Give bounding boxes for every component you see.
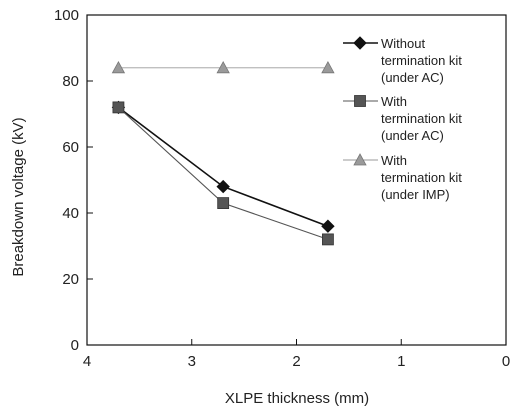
x-tick-label: 3 xyxy=(188,353,196,370)
legend-label-1: termination kit xyxy=(381,53,462,68)
y-tick-label: 60 xyxy=(62,139,79,156)
legend-marker-1 xyxy=(353,36,367,50)
x-tick-label: 4 xyxy=(83,353,91,370)
series-line-2 xyxy=(118,106,329,240)
legend-label-2: With xyxy=(381,94,407,109)
data-point-2 xyxy=(112,101,125,114)
x-axis-title: XLPE thickness (mm) xyxy=(225,390,369,407)
y-tick-label: 20 xyxy=(62,271,79,288)
x-tick-label: 0 xyxy=(502,353,510,370)
data-point-3 xyxy=(111,60,126,74)
legend-label-1: (under AC) xyxy=(381,70,444,85)
legend-label-3: With xyxy=(381,153,407,168)
data-point-2 xyxy=(217,197,230,210)
legend-marker-2 xyxy=(354,95,366,107)
legend-label-1: Without xyxy=(381,36,425,51)
legend-label-2: termination kit xyxy=(381,111,462,126)
data-point-1 xyxy=(216,179,230,194)
y-tick-label: 80 xyxy=(62,73,79,90)
y-axis-title: Breakdown voltage (kV) xyxy=(10,117,27,276)
legend-label-2: (under AC) xyxy=(381,128,444,143)
x-tick-label: 2 xyxy=(292,353,300,370)
legend-label-3: (under IMP) xyxy=(381,187,450,202)
y-tick-label: 40 xyxy=(62,205,79,222)
y-tick-label: 0 xyxy=(71,337,79,354)
data-point-3 xyxy=(321,60,335,74)
data-point-3 xyxy=(216,60,230,74)
legend-label-3: termination kit xyxy=(381,170,462,185)
y-tick-label: 100 xyxy=(54,7,79,24)
x-tick-label: 1 xyxy=(397,353,405,370)
data-point-1 xyxy=(321,219,335,233)
legend-marker-3 xyxy=(353,153,367,166)
data-point-2 xyxy=(322,233,334,246)
